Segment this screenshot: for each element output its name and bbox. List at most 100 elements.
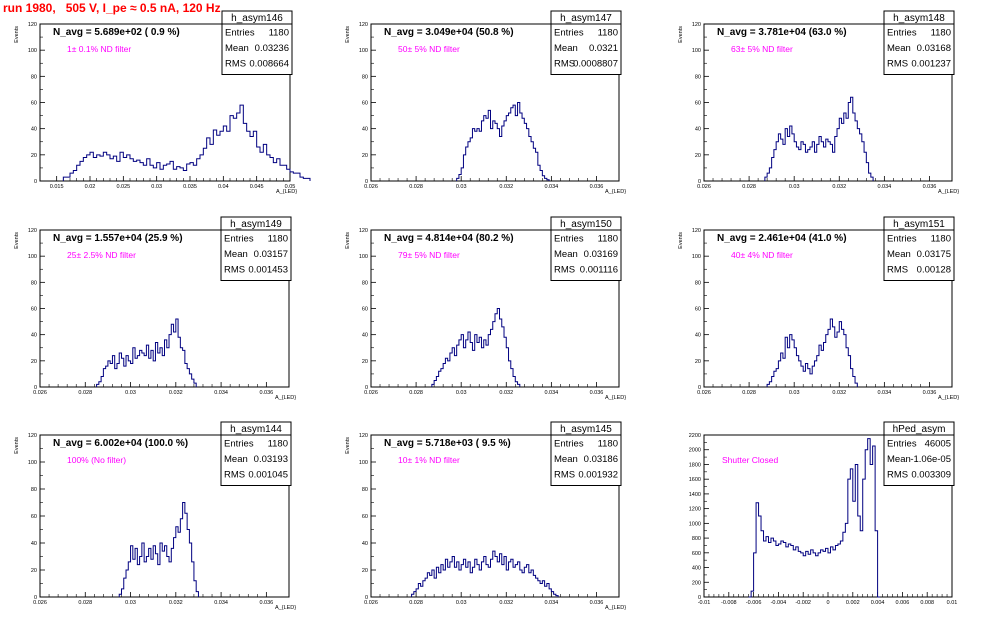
x-tick-label: 0.008 (920, 600, 934, 606)
x-tick-label: 0.026 (697, 390, 711, 396)
y-tick-label: 40 (362, 541, 368, 547)
stat-label: Entries (887, 234, 917, 245)
stat-value: 46005 (925, 439, 951, 450)
x-tick-label: 0.02 (85, 184, 96, 190)
x-tick-label: -0.01 (698, 600, 711, 606)
stat-label: RMS (887, 265, 908, 276)
stat-value: 0.0008807 (573, 59, 618, 70)
y-tick-label: 100 (28, 48, 37, 54)
filter-label: 10± 1% ND filter (398, 455, 460, 465)
stat-label: Entries (554, 28, 584, 39)
stat-label: Entries (225, 28, 255, 39)
stat-label: RMS (887, 59, 908, 70)
navg-header: N_avg = 6.002e+04 (100.0 %) (53, 438, 188, 449)
navg-header: N_avg = 3.049e+04 (50.8 %) (384, 27, 514, 38)
histogram-name: h_asym148 (893, 13, 945, 24)
y-tick-label: 100 (28, 254, 37, 260)
stat-value: 0.001237 (911, 59, 951, 70)
y-tick-label: 20 (31, 153, 37, 159)
stat-label: Mean (224, 454, 248, 465)
x-tick-label: 0.032 (832, 390, 846, 396)
x-tick-label: 0.006 (896, 600, 910, 606)
x-axis-title: A_{LED} (605, 395, 626, 401)
y-tick-label: 0 (698, 595, 701, 601)
stat-value: 1180 (598, 439, 618, 450)
histogram-name: h_asym151 (893, 219, 945, 230)
y-tick-label: 20 (362, 359, 368, 365)
x-tick-label: 0.034 (877, 390, 891, 396)
histogram-series (748, 438, 881, 598)
x-tick-label: 0.025 (116, 184, 130, 190)
x-tick-label: 0.036 (259, 600, 273, 606)
x-tick-label: 0.04 (218, 184, 229, 190)
histogram-name: h_asym144 (230, 424, 282, 435)
x-tick-label: 0.028 (78, 600, 92, 606)
x-tick-label: 0.032 (499, 390, 513, 396)
stat-label: Entries (224, 439, 254, 450)
stats-box (221, 10, 293, 75)
y-tick-label: 120 (28, 22, 37, 28)
histogram-series (62, 104, 311, 181)
y-axis-title: Events (14, 232, 20, 249)
x-tick-label: 0.03 (789, 184, 800, 190)
y-tick-label: 100 (28, 460, 37, 466)
histogram-panel-h_asym145: 0 20 40 60 80 100 120 0.026 0.028 0.03 0.032 0.034 0… (345, 421, 626, 611)
y-tick-label: 0 (365, 595, 368, 601)
y-tick-label: 120 (28, 433, 37, 439)
x-tick-label: 0.015 (50, 184, 64, 190)
y-tick-label: 40 (695, 127, 701, 133)
stats-box (883, 421, 955, 486)
navg-header: N_avg = 5.689e+02 ( 0.9 %) (53, 27, 180, 38)
x-tick-label: 0.028 (742, 390, 756, 396)
filter-label: Shutter Closed (722, 455, 778, 465)
y-tick-label: 80 (31, 487, 37, 493)
x-tick-label: 0.028 (409, 184, 423, 190)
histogram-series (764, 96, 874, 181)
x-axis-title: A_{LED} (605, 605, 626, 611)
stat-label: Mean (554, 43, 578, 54)
x-axis-title: A_{LED} (276, 189, 297, 195)
y-tick-label: 0 (34, 179, 37, 185)
y-axis-title: Events (678, 232, 684, 249)
x-tick-label: 0.028 (409, 390, 423, 396)
stat-value: 0.001453 (248, 265, 288, 276)
stat-label: Mean (887, 249, 911, 260)
histogram-name: h_asym149 (230, 219, 282, 230)
histogram-name: h_asym147 (560, 13, 612, 24)
y-tick-label: 60 (31, 101, 37, 107)
x-tick-label: -0.002 (795, 600, 811, 606)
stat-value: 0.03175 (917, 249, 951, 260)
x-tick-label: 0.05 (285, 184, 296, 190)
histogram-panel-hPed_asym: 0 200 400 600 800 1000 1200 1400 1600 1800 2000 220… (689, 421, 957, 606)
stat-label: RMS (225, 59, 246, 70)
y-axis-title: Events (678, 26, 684, 43)
y-tick-label: 100 (692, 254, 701, 260)
y-tick-label: 80 (695, 280, 701, 286)
x-tick-label: 0.026 (364, 390, 378, 396)
x-tick-label: 0.028 (742, 184, 756, 190)
histogram-panel-h_asym147: 0 20 40 60 80 100 120 0.026 0.028 0.03 0.032 0.034 0… (345, 10, 626, 195)
filter-label: 50± 5% ND filter (398, 44, 460, 54)
histogram-panel-h_asym146: 0 20 40 60 80 100 120 0.015 0.02 0.025 0.03 0.035 0.… (14, 10, 311, 195)
x-tick-label: 0.035 (183, 184, 197, 190)
histogram-panel-h_asym148: 0 20 40 60 80 100 120 0.026 0.028 0.03 0.032 0.034 0… (678, 10, 959, 195)
stat-label: RMS (224, 265, 245, 276)
x-tick-label: 0.034 (214, 390, 228, 396)
x-tick-label: 0.028 (409, 600, 423, 606)
x-axis-title: A_{LED} (275, 605, 296, 611)
x-tick-label: 0.03 (125, 600, 136, 606)
y-tick-label: 60 (31, 514, 37, 520)
y-tick-label: 20 (695, 359, 701, 365)
stat-label: Entries (554, 439, 584, 450)
stat-label: Entries (887, 439, 917, 450)
navg-header: N_avg = 5.718e+03 ( 9.5 %) (384, 438, 511, 449)
y-tick-label: 40 (362, 333, 368, 339)
stat-value: 0.03168 (917, 43, 951, 54)
histogram-name: h_asym145 (560, 424, 612, 435)
y-axis-title: Events (345, 437, 351, 454)
stat-label: Mean (554, 454, 578, 465)
y-axis-title: Events (345, 26, 351, 43)
histogram-panel-h_asym144: 0 20 40 60 80 100 120 0.026 0.028 0.03 0.032 0.034 0… (14, 421, 296, 611)
y-tick-label: 2000 (689, 448, 701, 454)
